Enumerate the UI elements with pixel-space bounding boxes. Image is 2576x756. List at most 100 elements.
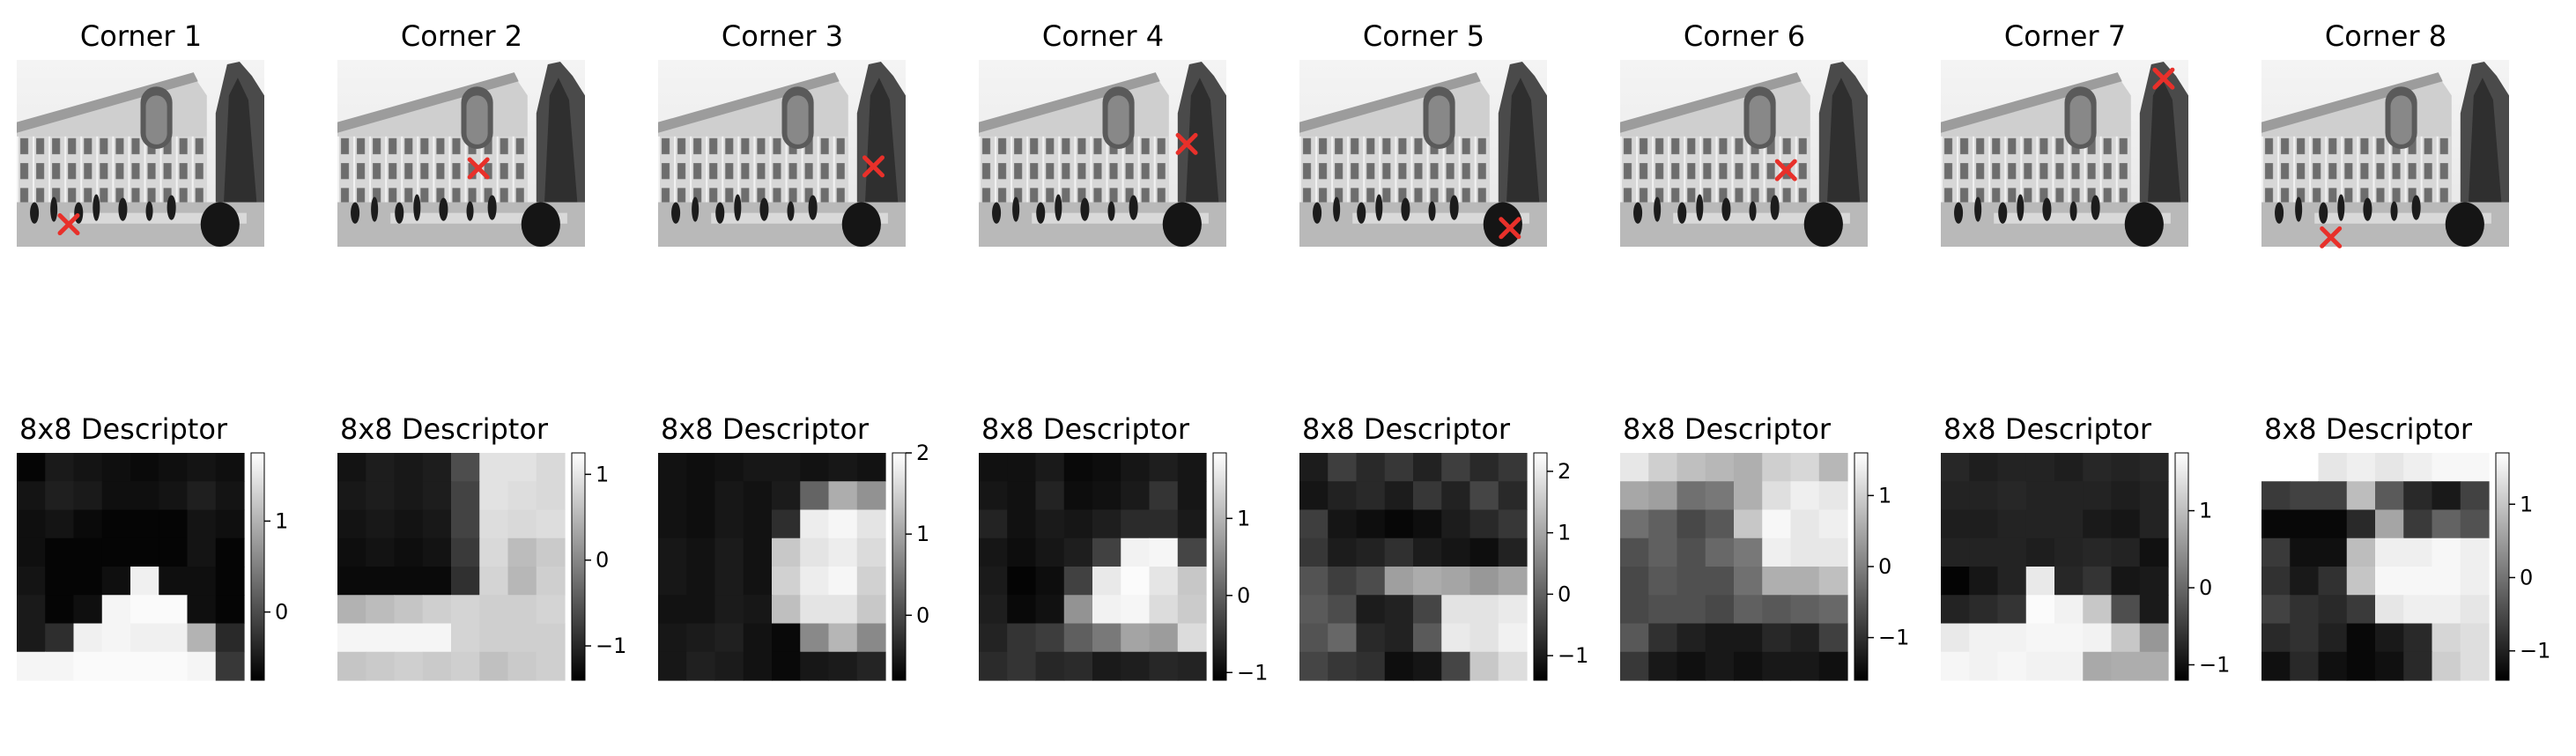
heatmap-cell (658, 481, 687, 511)
heatmap-cell (1035, 537, 1065, 567)
heatmap-cell (1790, 481, 1820, 511)
heatmap-cell (856, 595, 886, 625)
heatmap-cell (686, 453, 716, 482)
heatmap-cell (2261, 567, 2291, 596)
heatmap-cell (1648, 481, 1678, 511)
heatmap-cell (159, 537, 189, 567)
corner-panel: Corner 3 (658, 19, 906, 247)
heatmap-cell (2261, 481, 2291, 511)
heatmap-cell (215, 623, 245, 653)
heatmap-cell (1762, 567, 1792, 596)
heatmap-cell (1356, 537, 1386, 567)
heatmap-cell (2460, 595, 2490, 625)
panel-title: Corner 5 (1363, 19, 1484, 53)
panel-title: 8x8 Descriptor (1943, 412, 2152, 446)
heatmap-cell (101, 509, 131, 539)
heatmap-cell (1413, 537, 1442, 567)
colorbar-tick-label: 0 (916, 603, 929, 627)
heatmap-cell (1356, 623, 1386, 653)
heatmap-cell (337, 595, 366, 625)
heatmap-cell (2025, 453, 2055, 482)
heatmap-cell (714, 623, 744, 653)
heatmap-cell (2054, 509, 2084, 539)
heatmap-cell (1177, 481, 1207, 511)
heatmap-cell (2139, 567, 2169, 596)
heatmap-cell (366, 567, 396, 596)
heatmap-cell (1035, 509, 1065, 539)
heatmap-cell (1413, 453, 1442, 482)
panel-title: 8x8 Descriptor (1623, 412, 1832, 446)
heatmap-cell (187, 509, 217, 539)
heatmap-cell (1177, 595, 1207, 625)
heatmap-cell (1469, 537, 1499, 567)
heatmap-cell (536, 481, 566, 511)
building-photo (658, 60, 906, 247)
heatmap-cell (451, 453, 480, 482)
colorbar-tick-label: −1 (596, 634, 626, 658)
heatmap-cell (159, 509, 189, 539)
heatmap-cell (479, 651, 509, 681)
heatmap-cell (45, 509, 75, 539)
heatmap-cell (1677, 537, 1706, 567)
colorbar-gradient (1212, 452, 1227, 681)
heatmap-cell (2139, 651, 2169, 681)
heatmap-cell (366, 453, 396, 482)
heatmap-cell (1969, 623, 1999, 653)
colorbar-tick-label: 1 (1558, 521, 1571, 545)
corner-panel: Corner 7 (1941, 19, 2188, 247)
colorbar-tick-label: 1 (1237, 506, 1250, 530)
heatmap-cell (101, 537, 131, 567)
heatmap-cell (1413, 509, 1442, 539)
heatmap-cell (130, 453, 159, 482)
descriptor-panel: 8x8 Descriptor 1 0 −1 (1620, 412, 1909, 681)
heatmap-cell (215, 509, 245, 539)
building-photo (1941, 60, 2188, 247)
heatmap-cell (1734, 651, 1763, 681)
heatmap-cell (1790, 453, 1820, 482)
heatmap-cell (1997, 453, 2027, 482)
heatmap-cell (2111, 481, 2141, 511)
heatmap-cell (2054, 595, 2084, 625)
descriptor-heatmap (2261, 453, 2490, 681)
heatmap-cell (45, 537, 75, 567)
heatmap-cell (1299, 595, 1329, 625)
heatmap-cell (856, 651, 886, 681)
heatmap-cell (714, 567, 744, 596)
heatmap-cell (2083, 595, 2113, 625)
heatmap-cell (159, 651, 189, 681)
heatmap-cell (1498, 623, 1528, 653)
heatmap-cell (1384, 567, 1414, 596)
heatmap-cell (1818, 537, 1848, 567)
heatmap-cell (1007, 651, 1037, 681)
heatmap-cell (1762, 595, 1792, 625)
heatmap-cell (1705, 595, 1735, 625)
descriptor-panel: 8x8 Descriptor 2 1 0 (658, 412, 929, 681)
heatmap-cell (743, 537, 773, 567)
heatmap-cell (1441, 453, 1471, 482)
heatmap-cell (1969, 567, 1999, 596)
heatmap-cell (1299, 537, 1329, 567)
heatmap-cell (1498, 509, 1528, 539)
heatmap-cell (2346, 537, 2376, 567)
heatmap-cell (507, 623, 537, 653)
heatmap-cell (2432, 509, 2461, 539)
heatmap-cell (394, 537, 424, 567)
heatmap-cell (1498, 481, 1528, 511)
heatmap-cell (1705, 567, 1735, 596)
heatmap-cell (1328, 651, 1358, 681)
heatmap-cell (1441, 595, 1471, 625)
heatmap-cell (2375, 481, 2404, 511)
heatmap-cell (686, 623, 716, 653)
heatmap-cell (1818, 481, 1848, 511)
heatmap-cell (422, 537, 452, 567)
heatmap-cell (828, 537, 858, 567)
heatmap-cell (800, 481, 830, 511)
heatmap-cell (2139, 623, 2169, 653)
heatmap-cell (1063, 651, 1093, 681)
heatmap-cell (422, 509, 452, 539)
heatmap-cell (1969, 537, 1999, 567)
heatmap-cell (2403, 651, 2433, 681)
heatmap-cell (2111, 595, 2141, 625)
heatmap-cell (2460, 481, 2490, 511)
descriptor-heatmap (337, 453, 566, 681)
